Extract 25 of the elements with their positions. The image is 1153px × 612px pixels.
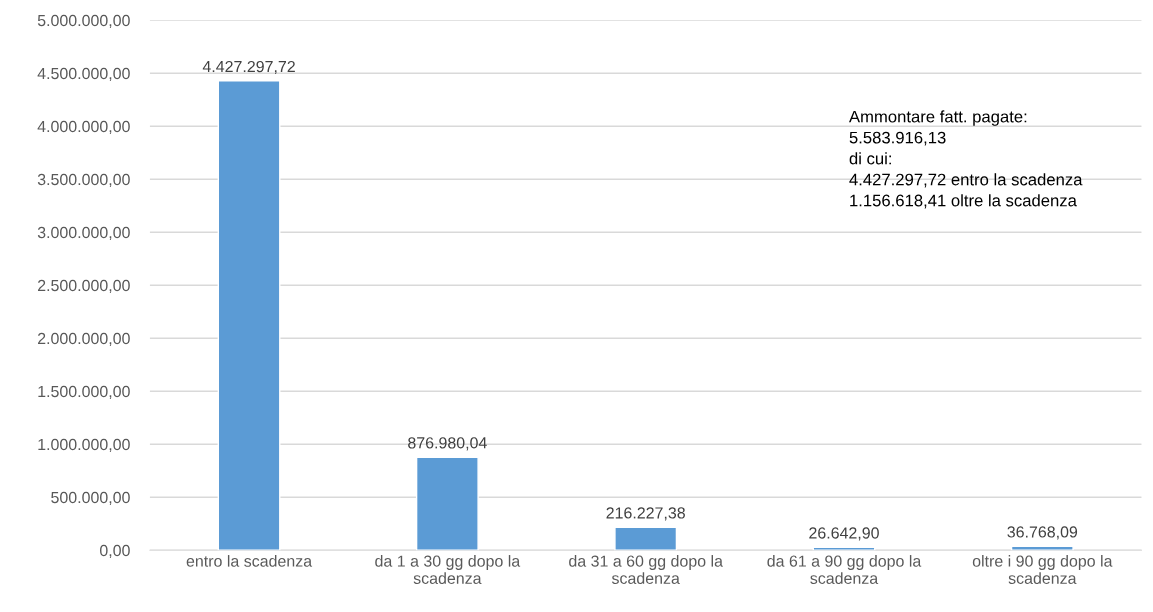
x-tick-label: oltre i 90 gg dopo la scadenza — [972, 555, 1113, 584]
y-tick-label: 1.000.000,00 — [38, 438, 130, 453]
y-tick-label: 5.000.000,00 — [37, 14, 130, 29]
y-tick-label: 2.000.000,00 — [38, 332, 130, 347]
x-tick-label: da 1 a 30 gg dopo la scadenza — [375, 555, 521, 584]
y-tick-label: 0,00 — [99, 544, 130, 559]
bar — [415, 456, 479, 551]
y-tick-label: 3.000.000,00 — [37, 226, 130, 241]
y-tick-label: 1.500.000,00 — [38, 385, 130, 400]
data-label: 216.227,38 — [606, 507, 685, 521]
y-tick-label: 2.500.000,00 — [38, 279, 130, 294]
x-tick-label: da 61 a 90 gg dopo la scadenza — [767, 555, 922, 584]
data-label: 26.642,90 — [809, 527, 879, 541]
bar — [217, 80, 281, 551]
y-tick-label: 4.500.000,00 — [37, 67, 130, 82]
x-tick-label: entro la scadenza — [186, 555, 313, 567]
data-label: 876.980,04 — [408, 437, 487, 451]
y-tick-label: 4.000.000,00 — [37, 120, 130, 135]
annotation: Ammontare fatt. pagate: 5.583.916,13 di cui: 4.427.297,72 entro la scadenza 1.156.618,41 oltre la scadenza — [848, 110, 1083, 209]
data-label: 36.768,09 — [1007, 526, 1078, 540]
y-tick-label: 3.500.000,00 — [37, 173, 130, 188]
y-tick-label: 500.000,00 — [51, 491, 130, 506]
data-label: 4.427.297,72 — [202, 60, 295, 75]
bar — [614, 526, 678, 551]
x-tick-label: da 31 a 60 gg dopo la scadenza — [569, 555, 723, 584]
